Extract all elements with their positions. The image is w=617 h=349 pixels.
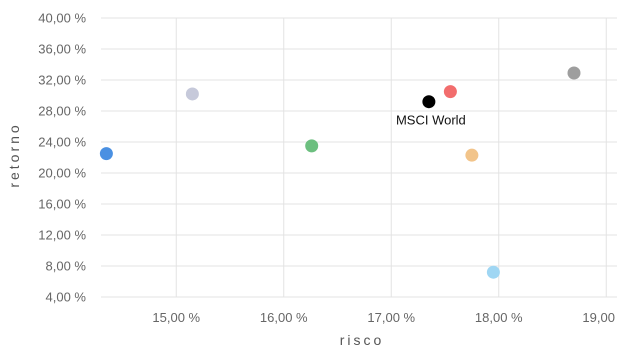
y-tick-label: 20,00 % [38, 166, 86, 181]
y-tick-label: 40,00 % [38, 11, 86, 26]
y-tick-label: 32,00 % [38, 73, 86, 88]
data-point [486, 265, 500, 279]
data-point [99, 147, 113, 161]
y-tick-label: 16,00 % [38, 197, 86, 212]
y-axis-label: retorno [6, 122, 22, 187]
data-point [443, 85, 457, 99]
y-tick-label: 8,00 % [46, 259, 87, 274]
y-tick-label: 24,00 % [38, 135, 86, 150]
tick-labels: 4,00 % 8,00 % 12,00 % 16,00 % 20,00 % 24,00 %… [38, 11, 617, 326]
data-point [567, 66, 581, 80]
y-tick-label: 36,00 % [38, 42, 86, 57]
y-tick-label: 12,00 % [38, 228, 86, 243]
point-annotation: MSCI World [396, 113, 466, 128]
x-tick-label: 15,00 % [152, 310, 200, 325]
x-axis-label: risco [340, 332, 385, 348]
x-tick-label: 18,00 % [475, 310, 523, 325]
data-point [465, 148, 479, 162]
x-tick-label: 16,00 % [260, 310, 308, 325]
y-tick-label: 28,00 % [38, 104, 86, 119]
y-tick-label: 4,00 % [46, 290, 87, 305]
data-point [422, 95, 436, 109]
grid [101, 17, 617, 298]
data-point [185, 87, 199, 101]
data-point [305, 139, 319, 153]
x-tick-label: 17,00 % [367, 310, 415, 325]
x-tick-label: 19,00 % [582, 310, 617, 325]
data-points: MSCI World [99, 66, 581, 279]
